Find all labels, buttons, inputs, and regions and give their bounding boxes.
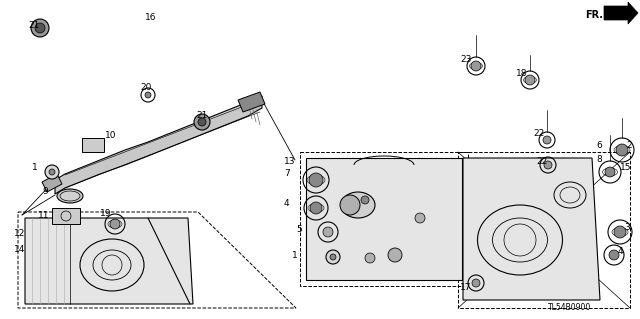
Circle shape [330, 254, 336, 260]
Ellipse shape [57, 189, 83, 203]
Circle shape [543, 136, 551, 144]
Circle shape [544, 161, 552, 169]
Text: 2: 2 [626, 142, 632, 151]
Text: 11: 11 [38, 211, 49, 219]
Text: 4: 4 [284, 199, 290, 209]
Circle shape [194, 114, 210, 130]
Text: 18: 18 [516, 70, 527, 78]
Text: 23: 23 [460, 56, 472, 64]
Circle shape [49, 169, 55, 175]
Text: 8: 8 [596, 155, 602, 165]
Circle shape [415, 213, 425, 223]
Text: 5: 5 [296, 226, 301, 234]
Text: 6: 6 [596, 142, 602, 151]
Text: 17: 17 [460, 284, 472, 293]
Polygon shape [463, 158, 600, 300]
Text: TL54B0900: TL54B0900 [548, 303, 591, 313]
Circle shape [31, 19, 49, 37]
Text: 20: 20 [140, 84, 152, 93]
Text: 15: 15 [620, 164, 632, 173]
Circle shape [525, 75, 535, 85]
Circle shape [605, 167, 615, 177]
Polygon shape [604, 2, 638, 24]
Text: 3: 3 [624, 224, 630, 233]
Text: 14: 14 [14, 246, 26, 255]
Circle shape [35, 23, 45, 33]
Circle shape [361, 196, 369, 204]
Circle shape [310, 202, 322, 214]
Text: 22: 22 [533, 130, 544, 138]
Circle shape [309, 173, 323, 187]
Circle shape [110, 219, 120, 229]
Circle shape [472, 279, 480, 287]
Circle shape [45, 165, 59, 179]
Text: 1: 1 [292, 251, 298, 261]
Circle shape [340, 195, 360, 215]
Text: 4: 4 [618, 248, 623, 256]
Text: 22: 22 [536, 158, 547, 167]
Circle shape [323, 227, 333, 237]
Circle shape [388, 248, 402, 262]
Text: FR.: FR. [585, 10, 603, 20]
Circle shape [365, 253, 375, 263]
Text: 21: 21 [196, 112, 207, 121]
Circle shape [145, 92, 151, 98]
Text: 16: 16 [145, 13, 157, 23]
Circle shape [326, 250, 340, 264]
Text: 7: 7 [284, 169, 290, 179]
Text: 9: 9 [42, 188, 48, 197]
Polygon shape [238, 92, 265, 112]
Polygon shape [306, 158, 462, 280]
Text: 19: 19 [100, 210, 111, 219]
Text: 10: 10 [105, 131, 116, 140]
Text: 13: 13 [284, 158, 296, 167]
Text: 12: 12 [14, 229, 26, 239]
Circle shape [609, 250, 619, 260]
Polygon shape [52, 208, 80, 224]
Ellipse shape [341, 192, 375, 218]
Polygon shape [82, 138, 104, 152]
Circle shape [471, 61, 481, 71]
Polygon shape [55, 96, 262, 194]
Polygon shape [42, 174, 62, 192]
Text: 1: 1 [32, 164, 38, 173]
Text: 21: 21 [28, 21, 40, 31]
Circle shape [198, 118, 206, 126]
Polygon shape [25, 218, 193, 304]
Circle shape [614, 226, 626, 238]
Circle shape [616, 144, 628, 156]
